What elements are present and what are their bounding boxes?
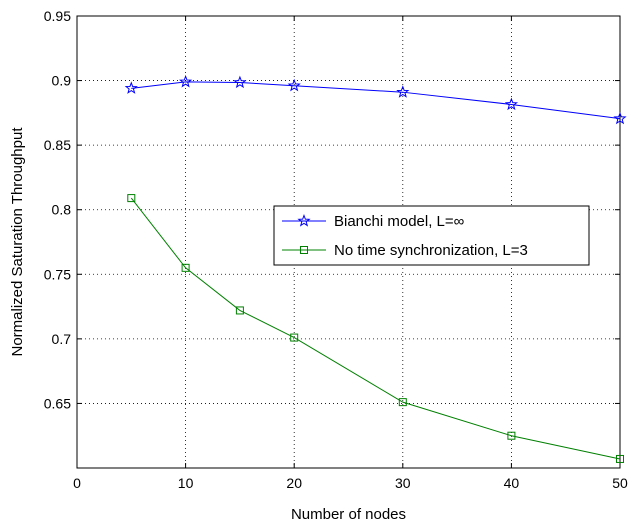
x-tick-label: 50 [612, 475, 628, 491]
data-point [179, 74, 193, 88]
series-layer [124, 74, 627, 463]
x-axis-label: Number of nodes [291, 506, 406, 523]
y-tick-label: 0.65 [44, 395, 71, 411]
data-point [233, 75, 247, 89]
data-point [507, 431, 516, 440]
y-tick-label: 0.9 [52, 73, 72, 89]
x-tick-label: 20 [286, 475, 302, 491]
legend: Bianchi model, L=∞ No time synchronizatio… [273, 205, 590, 266]
legend-label: No time synchronization, L=3 [334, 242, 528, 259]
x-tick-label: 40 [504, 475, 520, 491]
y-tick-label: 0.95 [44, 8, 71, 24]
y-tick-label: 0.8 [52, 202, 72, 218]
series-line [130, 197, 621, 460]
y-axis-label: Normalized Saturation Throughput [9, 127, 26, 357]
legend-swatch-marker [297, 214, 311, 227]
y-tick-label: 0.75 [44, 266, 71, 282]
y-axis-ticks: 0.65 0.7 0.75 0.8 0.85 0.9 0.95 [44, 8, 620, 411]
plot-frame [76, 15, 621, 469]
data-point [181, 263, 190, 272]
legend-item: No time synchronization, L=3 [282, 242, 528, 259]
data-point [127, 194, 136, 203]
x-tick-label: 0 [73, 475, 81, 491]
data-point [398, 398, 407, 407]
data-point [616, 454, 624, 463]
y-tick-label: 0.7 [52, 331, 72, 347]
data-point [396, 85, 410, 98]
legend-item: Bianchi model, L=∞ [282, 213, 465, 230]
data-point [290, 333, 299, 342]
y-tick-label: 0.85 [44, 137, 71, 153]
data-point [235, 306, 244, 315]
legend-swatch-marker [300, 246, 308, 254]
legend-label: Bianchi model, L=∞ [334, 213, 465, 230]
data-point [287, 78, 301, 92]
x-tick-label: 10 [178, 475, 194, 491]
data-point [613, 111, 627, 125]
data-point [504, 97, 518, 111]
x-tick-label: 30 [395, 475, 411, 491]
data-point [124, 81, 138, 94]
series-0 [124, 74, 627, 125]
series-line [131, 81, 621, 120]
series-1 [127, 194, 624, 463]
legend-box [273, 205, 590, 266]
x-axis-ticks: 0 10 20 30 40 50 [73, 16, 628, 491]
